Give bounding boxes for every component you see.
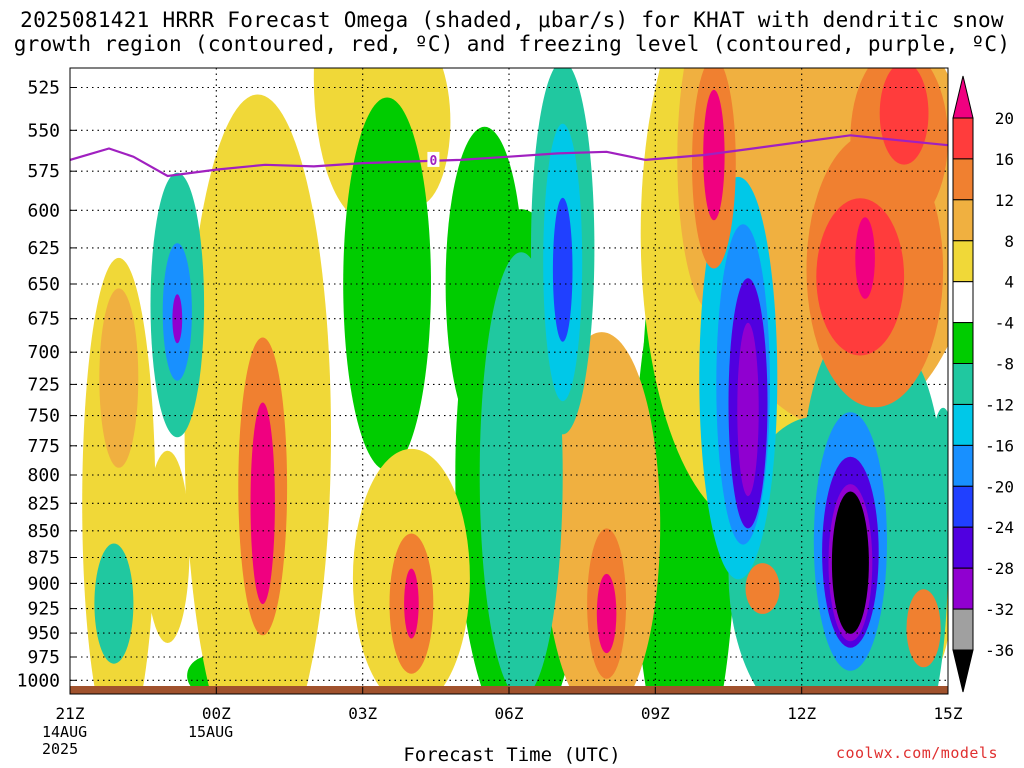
y-tick-label: 575 [27, 161, 60, 182]
colorbar-swatch [952, 117, 974, 160]
omega-region [404, 568, 419, 639]
omega-region [855, 217, 875, 299]
colorbar-label: 8 [1004, 232, 1014, 251]
y-tick-label: 625 [27, 238, 60, 259]
freezing-level-contour: 0 [70, 134, 948, 178]
date-label-line: 2025 [42, 740, 79, 758]
colorbar-label: 12 [995, 191, 1014, 210]
colorbar-swatch [952, 199, 974, 242]
colorbar-label: 16 [995, 150, 1014, 169]
omega-region [596, 573, 617, 654]
y-tick-label: 775 [27, 436, 60, 457]
colorbar-label: 4 [1004, 273, 1014, 292]
omega-region [99, 288, 139, 468]
omega-region [737, 322, 759, 497]
colorbar-label: -4 [995, 314, 1014, 333]
y-tick-label: 675 [27, 309, 60, 330]
colorbar-label: -20 [985, 477, 1014, 496]
y-tick-label: 725 [27, 374, 60, 395]
omega-region [831, 491, 869, 634]
colorbar-swatch [952, 322, 974, 365]
y-tick-label: 900 [27, 573, 60, 594]
y-tick-label: 950 [27, 623, 60, 644]
colorbar-swatch [952, 281, 974, 324]
y-tick-label: 925 [27, 599, 60, 620]
freezing-level-label-bg [427, 151, 440, 167]
colorbar-legend: 20 16 12 8 4 -4 -8 -12 -16 -20 -24 -28 -32 -36 [952, 75, 1014, 693]
omega-region [906, 589, 941, 668]
colorbar-swatch [952, 567, 974, 610]
y-axis: 525 550 575 600 625 650 675 700 725 750 775 800 825 8… [17, 78, 77, 691]
colorbar-label: -32 [985, 600, 1014, 619]
colorbar-swatch [952, 75, 974, 119]
freezing-level-line [70, 134, 948, 178]
omega-region [94, 543, 134, 664]
colorbar-swatch [952, 649, 974, 693]
omega-region [145, 450, 190, 643]
x-date-label-start: 14AUG 2025 [42, 724, 87, 758]
colorbar-label: -24 [985, 518, 1014, 537]
x-date-label-second: 15AUG [188, 724, 233, 741]
colorbar-label: -36 [985, 641, 1014, 660]
colorbar-swatch [952, 404, 974, 446]
y-tick-label: 875 [27, 548, 60, 569]
x-tick-label: 15Z [934, 704, 963, 723]
colorbar-swatch [952, 444, 974, 487]
omega-region [552, 197, 573, 342]
colorbar-label: 20 [995, 109, 1014, 128]
omega-region [703, 89, 725, 221]
colorbar-label: -28 [985, 559, 1014, 578]
omega-region [928, 407, 948, 588]
colorbar-label: -12 [985, 396, 1014, 415]
y-tick-label: 750 [27, 406, 60, 427]
y-tick-label: 975 [27, 647, 60, 668]
date-label-line: 14AUG [42, 723, 88, 741]
x-tick-label: 21Z [56, 704, 85, 723]
y-tick-label: 550 [27, 120, 60, 141]
colorbar-swatch [952, 363, 974, 405]
site-credit: coolwx.com/models [835, 744, 998, 762]
x-tick-label: 06Z [495, 704, 524, 723]
x-axis-title: Forecast Time (UTC) [403, 744, 621, 766]
y-tick-label: 850 [27, 521, 60, 542]
y-tick-label: 525 [27, 78, 60, 99]
omega-region [172, 294, 183, 344]
colorbar-swatch [952, 608, 974, 651]
colorbar-swatch [952, 158, 974, 201]
omega-region [745, 563, 780, 614]
colorbar-swatch [952, 485, 974, 528]
omega-region [879, 68, 929, 165]
colorbar-swatch [952, 526, 974, 569]
y-tick-label: 1000 [17, 670, 60, 691]
grid-lines [70, 68, 948, 694]
date-label-line: 15AUG [188, 723, 234, 741]
x-tick-label: 00Z [202, 704, 231, 723]
colorbar-label: -16 [985, 436, 1014, 455]
x-tick-label: 12Z [787, 704, 816, 723]
chart-title-line-1: 2025081421 HRRR Forecast Omega (shaded, … [20, 8, 1004, 32]
colorbar-swatch [952, 240, 974, 283]
freezing-level-label: 0 [429, 154, 437, 169]
y-tick-label: 700 [27, 342, 60, 363]
y-tick-label: 825 [27, 493, 60, 514]
x-tick-label: 09Z [641, 704, 670, 723]
x-tick-label: 03Z [348, 704, 377, 723]
y-tick-label: 600 [27, 200, 60, 221]
y-tick-label: 800 [27, 465, 60, 486]
y-tick-label: 650 [27, 274, 60, 295]
chart-title-line-2: growth region (contoured, red, ºC) and f… [13, 32, 1011, 56]
colorbar-label: -8 [995, 355, 1014, 374]
x-axis: 21Z 00Z 03Z 06Z 09Z 12Z 15Z [56, 687, 963, 723]
omega-region [343, 97, 431, 471]
